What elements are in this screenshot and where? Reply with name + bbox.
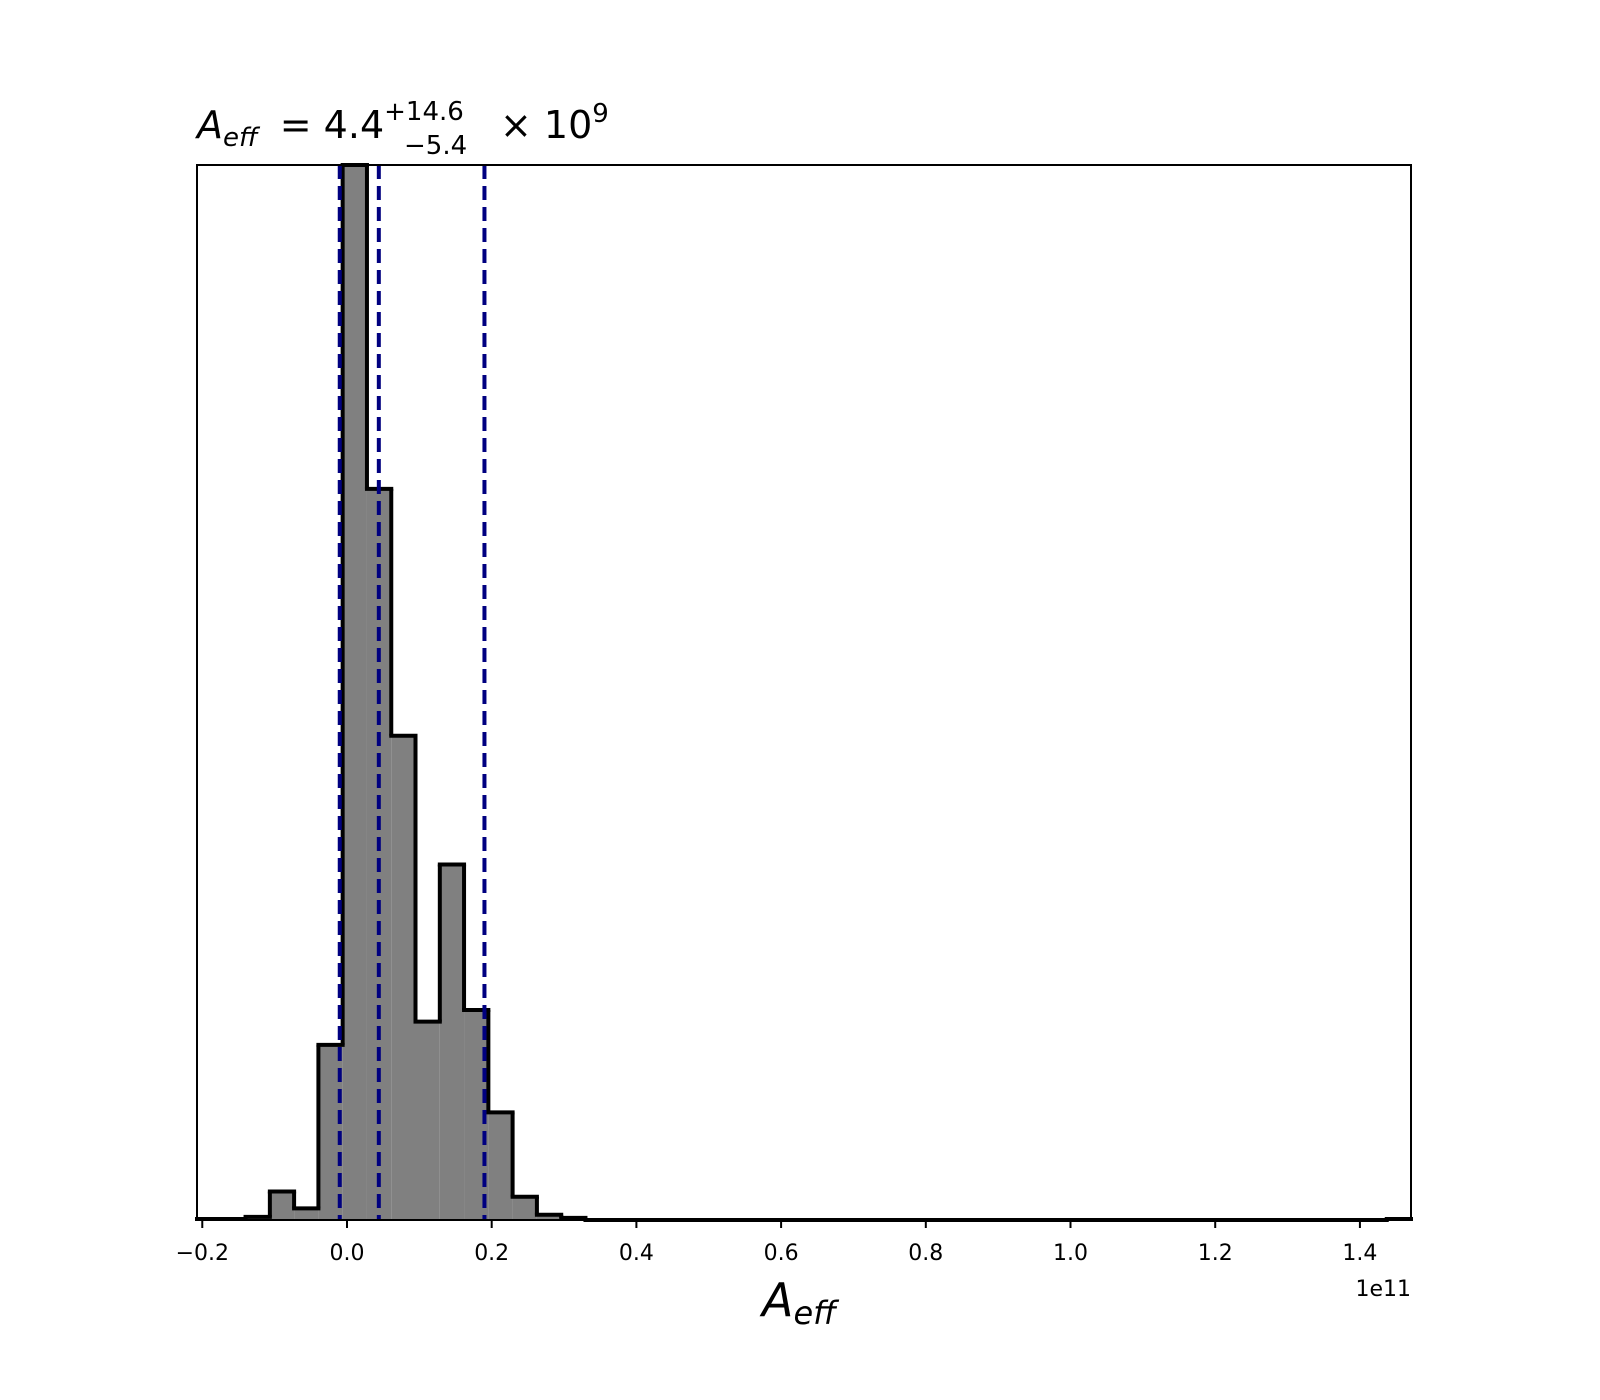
x-tick-label: 1.0 xyxy=(1053,1241,1088,1266)
chart-title: Aeff = 4.4+14.6 −5.4 × 109 xyxy=(194,97,609,161)
title-equals: = 4.4 xyxy=(280,103,384,147)
bar xyxy=(488,1112,513,1220)
bar xyxy=(294,1208,319,1220)
xlabel-symbol: A xyxy=(759,1273,793,1327)
title-exponent: 9 xyxy=(592,99,609,129)
bar xyxy=(342,165,367,1220)
bar xyxy=(269,1191,295,1220)
title-symbol: A xyxy=(194,103,223,147)
x-tick-label: 0.0 xyxy=(329,1241,364,1266)
x-tick-label: 0.8 xyxy=(908,1241,943,1266)
bar xyxy=(536,1214,562,1220)
x-tick-label: 1.2 xyxy=(1198,1241,1233,1266)
x-axis-label: Aeff xyxy=(759,1273,840,1332)
plot-frame xyxy=(196,164,1412,1221)
x-tick-label: 0.2 xyxy=(474,1241,509,1266)
title-times: × 10 xyxy=(500,103,592,147)
x-tick-label: −0.2 xyxy=(176,1241,229,1266)
bar xyxy=(391,735,416,1220)
x-tick-label: 0.4 xyxy=(619,1241,654,1266)
x-tick-label: 1.4 xyxy=(1342,1241,1377,1266)
title-lower: −5.4 xyxy=(404,131,467,161)
offset-text: 1e11 xyxy=(1355,1277,1411,1302)
bar xyxy=(512,1196,537,1220)
xlabel-subscript: eff xyxy=(793,1294,840,1332)
title-upper: +14.6 xyxy=(384,97,464,127)
bar xyxy=(415,1021,440,1220)
x-tick-label: 0.6 xyxy=(764,1241,799,1266)
title-subscript: eff xyxy=(223,123,261,153)
bar xyxy=(439,864,465,1220)
